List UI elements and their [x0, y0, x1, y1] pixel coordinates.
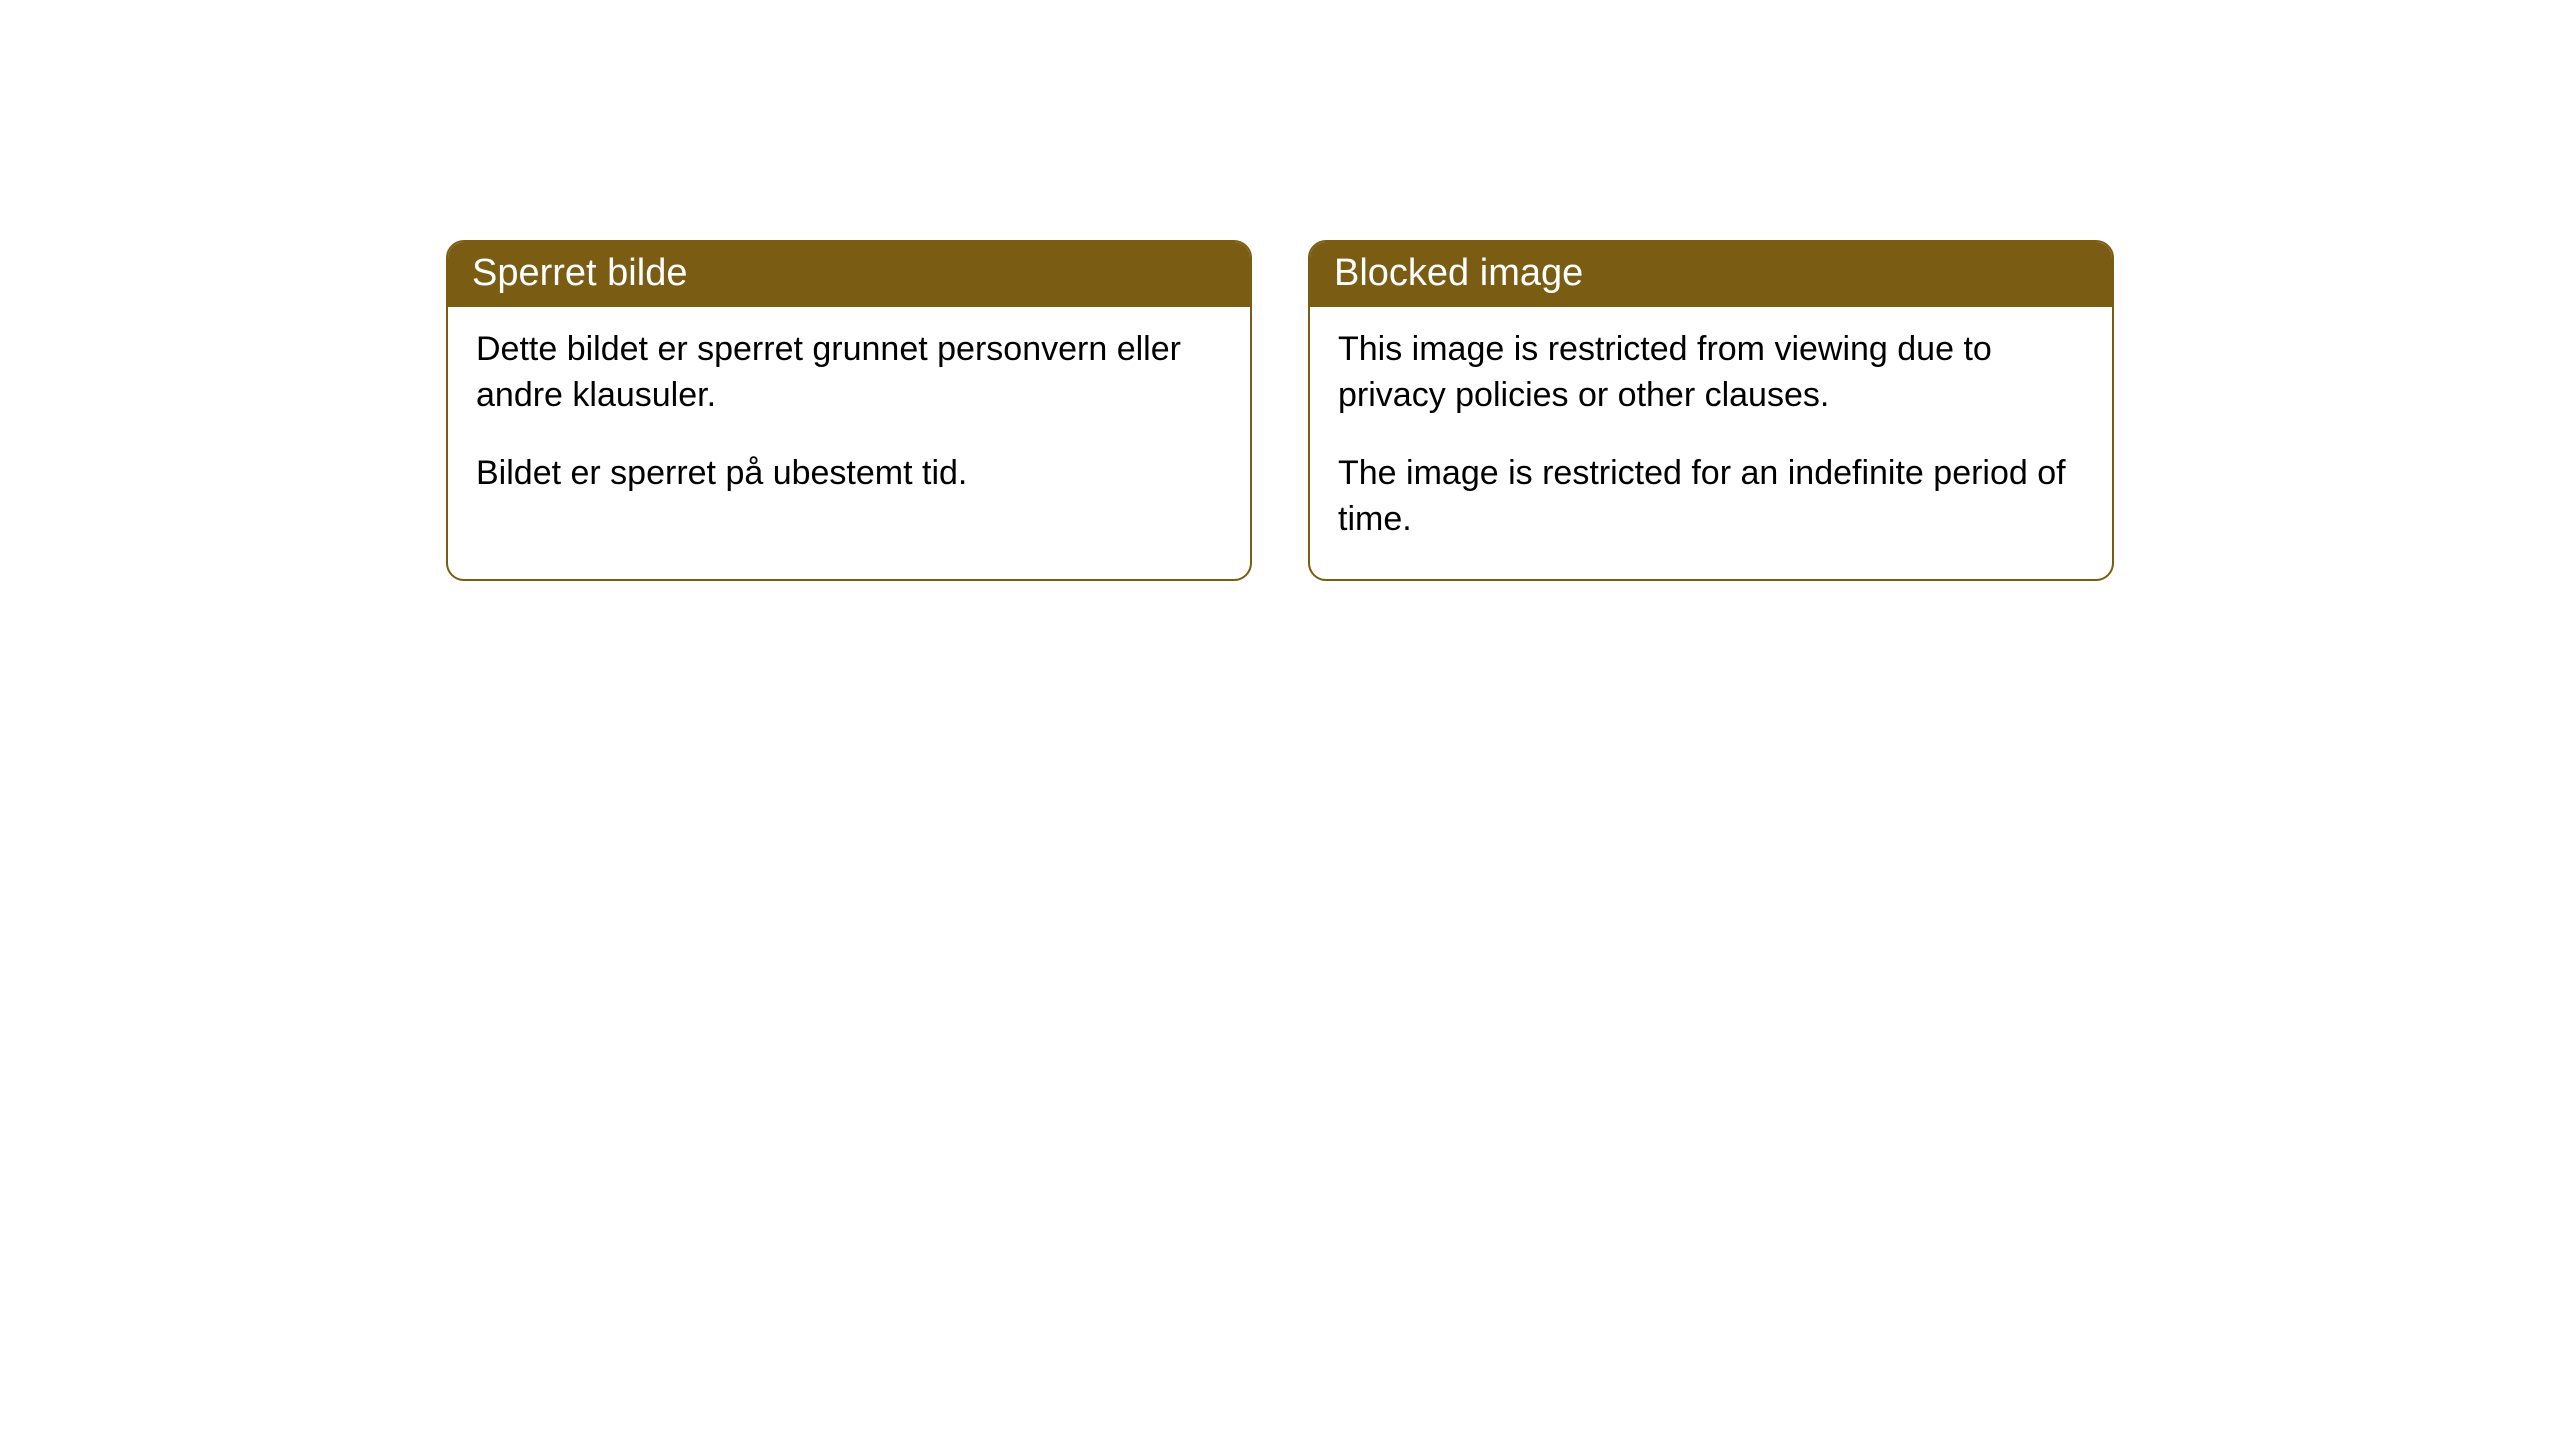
- card-header-norwegian: Sperret bilde: [448, 242, 1250, 307]
- card-body-norwegian: Dette bildet er sperret grunnet personve…: [448, 307, 1250, 533]
- card-paragraph: Bildet er sperret på ubestemt tid.: [476, 451, 1222, 497]
- card-paragraph: Dette bildet er sperret grunnet personve…: [476, 327, 1222, 419]
- notice-card-english: Blocked image This image is restricted f…: [1308, 240, 2114, 581]
- card-title: Sperret bilde: [472, 252, 687, 294]
- card-body-english: This image is restricted from viewing du…: [1310, 307, 2112, 579]
- card-title: Blocked image: [1334, 252, 1583, 294]
- card-paragraph: This image is restricted from viewing du…: [1338, 327, 2084, 419]
- card-header-english: Blocked image: [1310, 242, 2112, 307]
- notice-card-norwegian: Sperret bilde Dette bildet er sperret gr…: [446, 240, 1252, 581]
- card-paragraph: The image is restricted for an indefinit…: [1338, 451, 2084, 543]
- notice-cards-container: Sperret bilde Dette bildet er sperret gr…: [446, 240, 2114, 581]
